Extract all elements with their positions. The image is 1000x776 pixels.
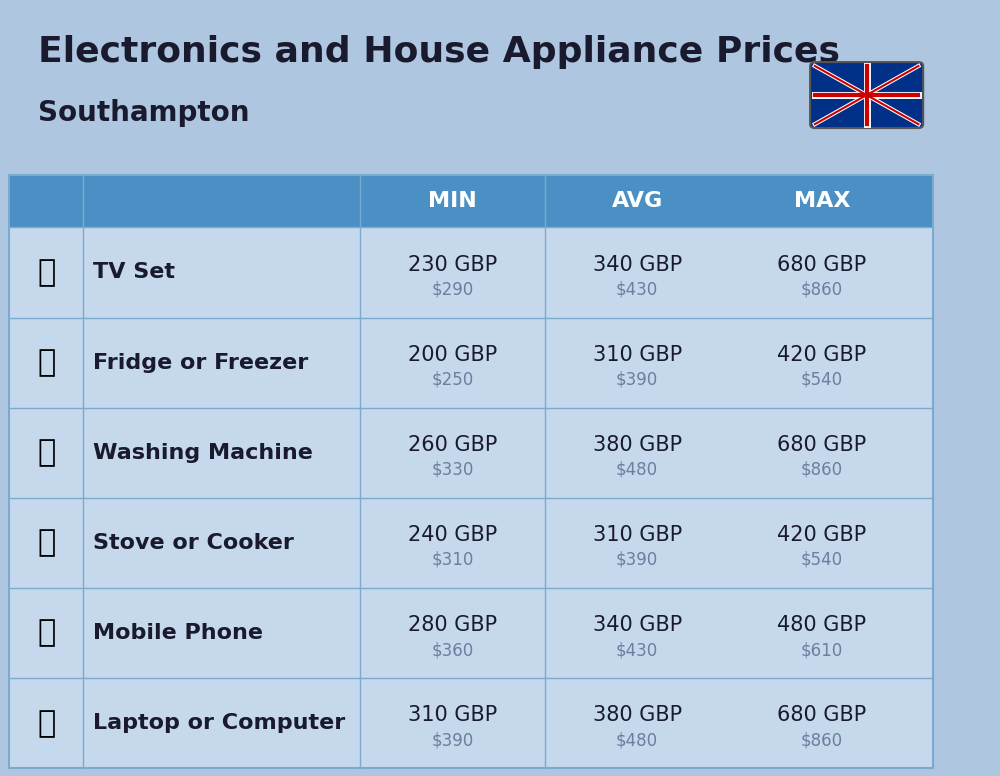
Text: 280 GBP: 280 GBP xyxy=(408,615,497,636)
FancyBboxPatch shape xyxy=(9,407,933,498)
Text: $430: $430 xyxy=(616,641,658,659)
Text: $480: $480 xyxy=(616,731,658,750)
FancyBboxPatch shape xyxy=(9,678,933,768)
FancyBboxPatch shape xyxy=(9,175,933,227)
Text: 680 GBP: 680 GBP xyxy=(777,255,866,275)
Text: Stove or Cooker: Stove or Cooker xyxy=(93,533,293,553)
Text: MAX: MAX xyxy=(794,191,850,211)
Text: MIN: MIN xyxy=(428,191,477,211)
Text: 420 GBP: 420 GBP xyxy=(777,345,866,365)
Text: 260 GBP: 260 GBP xyxy=(408,435,497,455)
Text: 🫧: 🫧 xyxy=(37,438,55,467)
Text: 🖥: 🖥 xyxy=(37,258,55,287)
Text: 680 GBP: 680 GBP xyxy=(777,705,866,726)
Text: $360: $360 xyxy=(431,641,474,659)
Text: 💻: 💻 xyxy=(37,708,55,738)
FancyBboxPatch shape xyxy=(9,317,933,407)
Text: 310 GBP: 310 GBP xyxy=(408,705,497,726)
Text: 310 GBP: 310 GBP xyxy=(593,345,682,365)
Text: $480: $480 xyxy=(616,461,658,479)
Text: $250: $250 xyxy=(431,371,474,389)
Text: Mobile Phone: Mobile Phone xyxy=(93,623,263,643)
Text: $860: $860 xyxy=(801,461,843,479)
Text: 680 GBP: 680 GBP xyxy=(777,435,866,455)
Text: $390: $390 xyxy=(616,551,658,569)
Text: 420 GBP: 420 GBP xyxy=(777,525,866,545)
Text: $860: $860 xyxy=(801,731,843,750)
Text: 📱: 📱 xyxy=(37,618,55,647)
Text: 230 GBP: 230 GBP xyxy=(408,255,497,275)
Text: 🍳: 🍳 xyxy=(37,528,55,557)
Text: 480 GBP: 480 GBP xyxy=(777,615,866,636)
FancyBboxPatch shape xyxy=(810,62,923,128)
Text: 340 GBP: 340 GBP xyxy=(593,615,682,636)
Text: 380 GBP: 380 GBP xyxy=(593,435,682,455)
Text: 340 GBP: 340 GBP xyxy=(593,255,682,275)
FancyBboxPatch shape xyxy=(9,227,933,317)
Text: Laptop or Computer: Laptop or Computer xyxy=(93,713,345,733)
Text: Southampton: Southampton xyxy=(38,99,249,126)
Text: AVG: AVG xyxy=(612,191,663,211)
Text: 240 GBP: 240 GBP xyxy=(408,525,497,545)
FancyBboxPatch shape xyxy=(9,498,933,588)
Text: $390: $390 xyxy=(431,731,474,750)
Text: 310 GBP: 310 GBP xyxy=(593,525,682,545)
Text: 380 GBP: 380 GBP xyxy=(593,705,682,726)
Text: 200 GBP: 200 GBP xyxy=(408,345,497,365)
Text: $430: $430 xyxy=(616,280,658,299)
Text: $390: $390 xyxy=(616,371,658,389)
Text: $860: $860 xyxy=(801,280,843,299)
Text: $540: $540 xyxy=(801,551,843,569)
Text: $540: $540 xyxy=(801,371,843,389)
Text: TV Set: TV Set xyxy=(93,262,175,282)
Text: 🧊: 🧊 xyxy=(37,348,55,377)
Text: Electronics and House Appliance Prices: Electronics and House Appliance Prices xyxy=(38,35,840,69)
Text: $290: $290 xyxy=(431,280,474,299)
Text: Fridge or Freezer: Fridge or Freezer xyxy=(93,352,308,372)
Text: Washing Machine: Washing Machine xyxy=(93,443,312,462)
FancyBboxPatch shape xyxy=(9,588,933,678)
Text: $330: $330 xyxy=(431,461,474,479)
Text: $610: $610 xyxy=(801,641,843,659)
Text: $310: $310 xyxy=(431,551,474,569)
